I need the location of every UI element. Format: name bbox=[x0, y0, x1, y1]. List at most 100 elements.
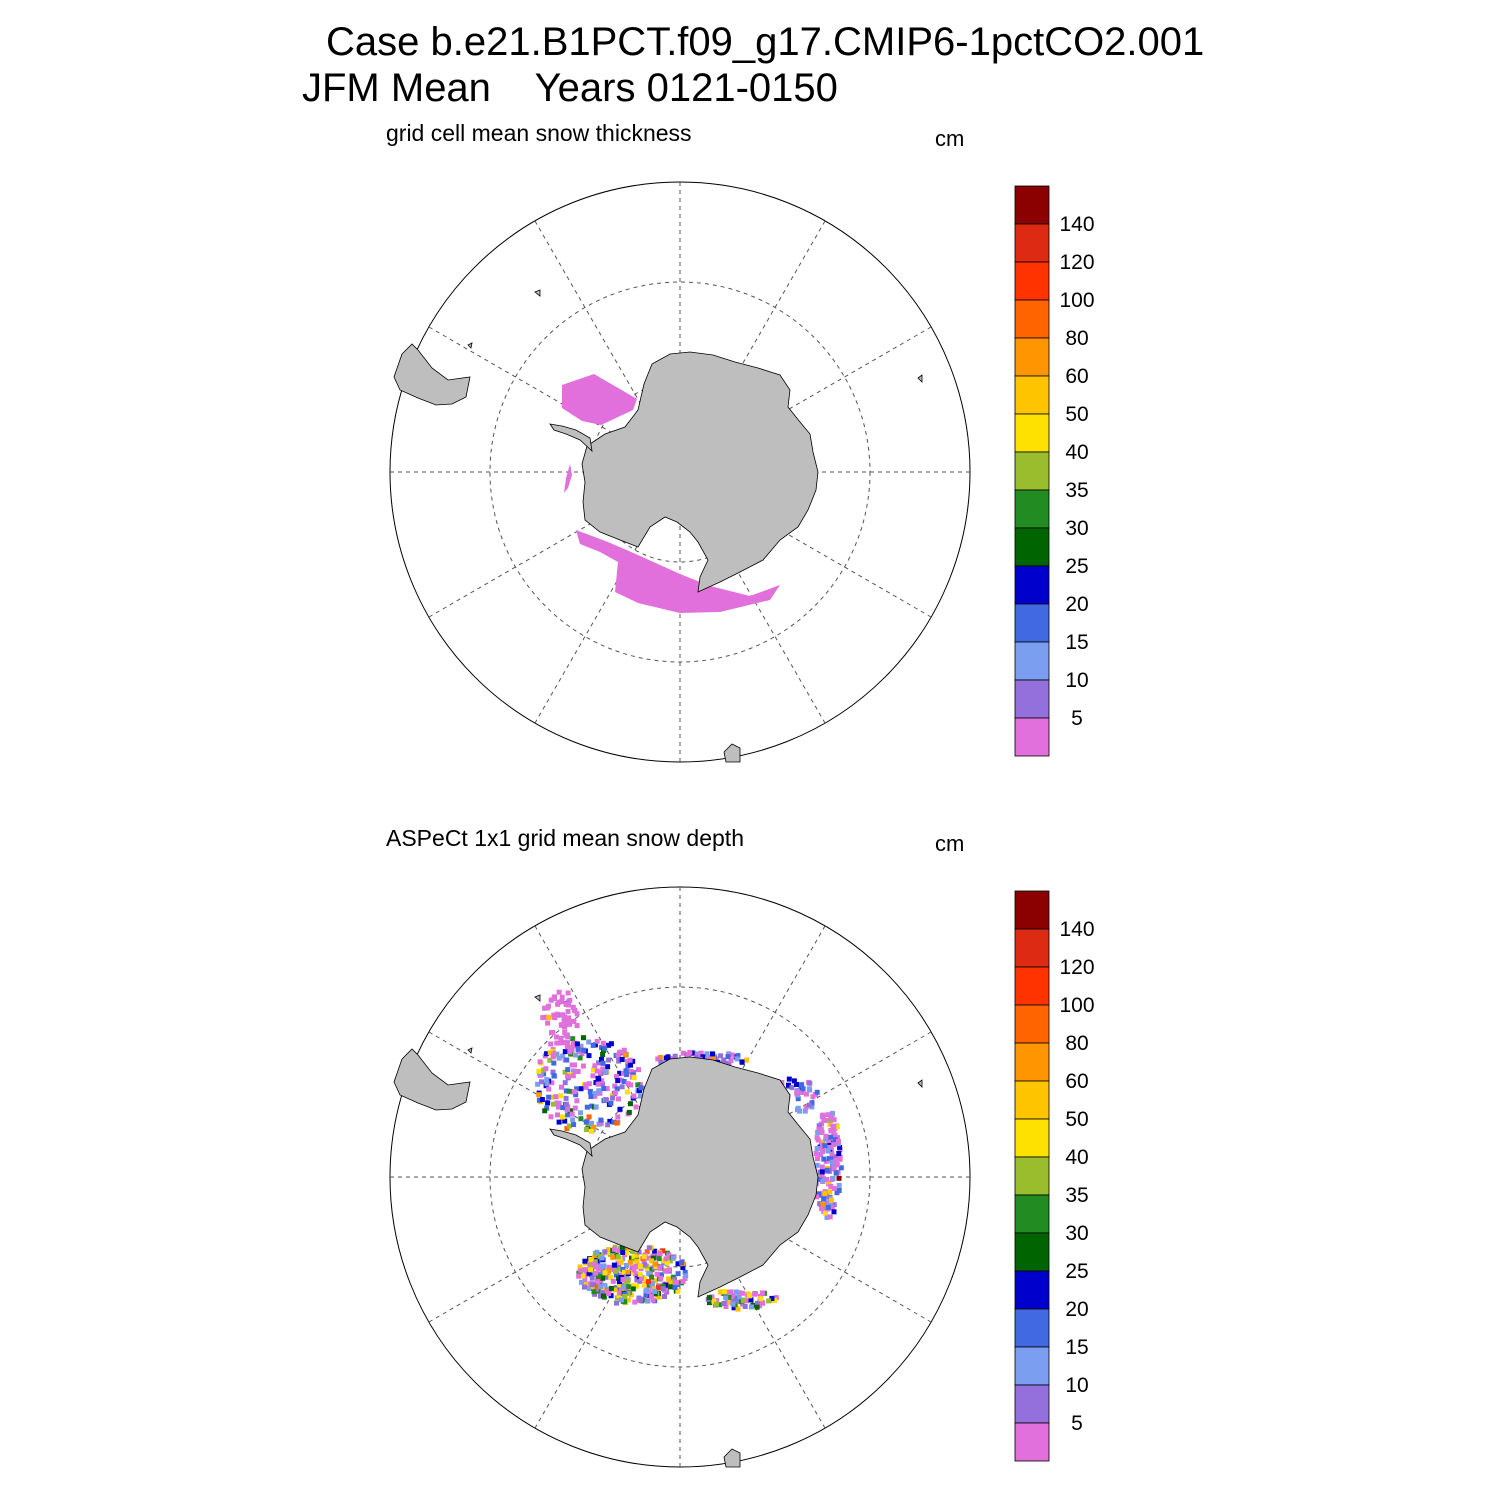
snow-depth-pixel bbox=[644, 1267, 650, 1273]
snow-depth-pixel bbox=[730, 1293, 736, 1299]
snow-depth-pixel bbox=[820, 1178, 826, 1184]
snow-depth-pixel bbox=[833, 1157, 839, 1163]
snow-depth-pixel bbox=[646, 1255, 652, 1261]
colorbar-swatch bbox=[1014, 1194, 1050, 1234]
snow-depth-pixel bbox=[564, 1126, 570, 1132]
island bbox=[723, 1448, 741, 1468]
snow-depth-pixel bbox=[565, 1067, 571, 1073]
snow-depth-pixel bbox=[655, 1056, 661, 1062]
snow-depth-pixel bbox=[806, 1086, 812, 1092]
snow-depth-pixel bbox=[583, 1082, 589, 1088]
snow-depth-pixel bbox=[710, 1051, 715, 1057]
snow-depth-pixel bbox=[623, 1250, 629, 1256]
snow-depth-pixel bbox=[794, 1090, 800, 1096]
snow-depth-pixel bbox=[563, 1088, 569, 1094]
snow-depth-pixel bbox=[574, 1086, 580, 1092]
snow-depth-pixel bbox=[586, 1286, 592, 1291]
snow-depth-pixel bbox=[825, 1112, 831, 1118]
snow-depth-pixel bbox=[546, 1014, 552, 1020]
snow-depth-pixel bbox=[617, 1070, 623, 1076]
snow-depth-pixel bbox=[600, 1066, 606, 1072]
snow-depth-pixel bbox=[795, 1096, 801, 1102]
snow-depth-pixel bbox=[824, 1194, 830, 1200]
snow-depth-pixel bbox=[545, 1020, 551, 1026]
snow-depth-pixel bbox=[682, 1276, 688, 1281]
snow-depth-pixel bbox=[588, 1256, 594, 1262]
snow-depth-pixel bbox=[566, 1021, 572, 1027]
snow-depth-pixel bbox=[599, 1255, 605, 1261]
snow-depth-pixel bbox=[592, 1063, 598, 1069]
snow-depth-pixel bbox=[617, 1049, 623, 1055]
snow-depth-pixel bbox=[649, 1267, 655, 1272]
snow-depth-pixel bbox=[630, 1249, 636, 1254]
snow-depth-pixel bbox=[797, 1108, 803, 1114]
snow-depth-pixel bbox=[667, 1284, 673, 1290]
snow-depth-pixel bbox=[663, 1268, 669, 1274]
colorbar-swatch bbox=[1014, 1156, 1050, 1196]
snow-depth-pixel bbox=[598, 1117, 604, 1123]
snow-depth-pixel bbox=[643, 1288, 649, 1294]
snow-depth-pixel bbox=[831, 1209, 837, 1215]
snow-depth-pixel bbox=[585, 1122, 591, 1128]
colorbar-tick-label: 80 bbox=[1065, 1032, 1088, 1055]
snow-depth-pixel bbox=[627, 1057, 633, 1063]
snow-depth-pixel bbox=[827, 1121, 833, 1127]
snow-depth-pixel bbox=[606, 1291, 612, 1297]
snow-depth-pixel bbox=[628, 1062, 634, 1068]
snow-depth-pixel bbox=[556, 1104, 561, 1110]
snow-depth-pixel bbox=[829, 1151, 835, 1157]
snow-depth-pixel bbox=[625, 1063, 631, 1069]
snow-depth-pixel bbox=[619, 1057, 625, 1062]
snow-depth-pixel bbox=[568, 1072, 573, 1078]
snow-depth-pixel bbox=[828, 1144, 834, 1150]
snow-depth-pixel bbox=[625, 1059, 631, 1065]
snow-depth-pixel bbox=[574, 1041, 580, 1047]
snow-depth-pixel bbox=[652, 1278, 658, 1284]
snow-depth-pixel bbox=[726, 1294, 732, 1300]
snow-depth-pixel bbox=[592, 1091, 598, 1097]
snow-depth-pixel bbox=[573, 1052, 579, 1058]
snow-depth-pixel bbox=[588, 1267, 594, 1273]
snow-depth-pixel bbox=[606, 1247, 611, 1253]
colorbar-tick-label: 120 bbox=[1059, 251, 1094, 274]
snow-depth-pixel bbox=[616, 1096, 621, 1102]
snow-depth-pixel bbox=[709, 1294, 715, 1300]
colorbar-swatch bbox=[1014, 1080, 1050, 1120]
snow-depth-pixel bbox=[564, 1044, 570, 1050]
snow-depth-pixel bbox=[666, 1267, 672, 1273]
snow-depth-pixel bbox=[592, 1283, 598, 1289]
snow-depth-pixel bbox=[542, 1005, 548, 1011]
snow-depth-pixel bbox=[582, 1267, 588, 1273]
snow-depth-pixel bbox=[816, 1191, 822, 1197]
snow-depth-pixel bbox=[595, 1081, 601, 1087]
snow-depth-pixel bbox=[786, 1076, 792, 1082]
snow-depth-pixel bbox=[610, 1095, 616, 1101]
snow-depth-pixel bbox=[571, 1089, 577, 1095]
snow-depth-pixel bbox=[543, 1066, 549, 1072]
snow-depth-pixel bbox=[742, 1304, 748, 1309]
snow-depth-pixel bbox=[711, 1298, 717, 1304]
colorbar-tick-label: 120 bbox=[1059, 956, 1094, 979]
snow-depth-pixel bbox=[573, 1092, 579, 1098]
snow-depth-pixel bbox=[824, 1200, 830, 1206]
snow-depth-pixel bbox=[617, 1256, 623, 1262]
snow-depth-pixel bbox=[606, 1057, 612, 1063]
colorbar-swatch bbox=[1014, 527, 1050, 567]
snow-depth-pixel bbox=[536, 1097, 542, 1103]
snow-depth-pixel bbox=[789, 1085, 795, 1091]
snow-depth-pixel bbox=[834, 1124, 840, 1130]
snow-depth-pixel bbox=[725, 1300, 730, 1306]
snow-depth-pixel bbox=[826, 1138, 832, 1144]
snow-depth-pixel bbox=[572, 1040, 578, 1046]
snow-depth-pixel bbox=[600, 1040, 606, 1046]
snow-depth-pixel bbox=[549, 1094, 555, 1100]
snow-depth-pixel bbox=[594, 1277, 600, 1283]
snow-depth-pixel bbox=[809, 1104, 815, 1110]
snow-depth-pixel bbox=[616, 1282, 622, 1288]
snow-depth-pixel bbox=[663, 1282, 669, 1288]
snow-depth-pixel bbox=[820, 1202, 826, 1207]
snow-depth-pixel bbox=[598, 1070, 604, 1076]
snow-depth-pixel bbox=[637, 1271, 643, 1277]
snow-depth-pixel bbox=[660, 1248, 666, 1254]
colorbar-tick-label: 80 bbox=[1065, 327, 1088, 350]
